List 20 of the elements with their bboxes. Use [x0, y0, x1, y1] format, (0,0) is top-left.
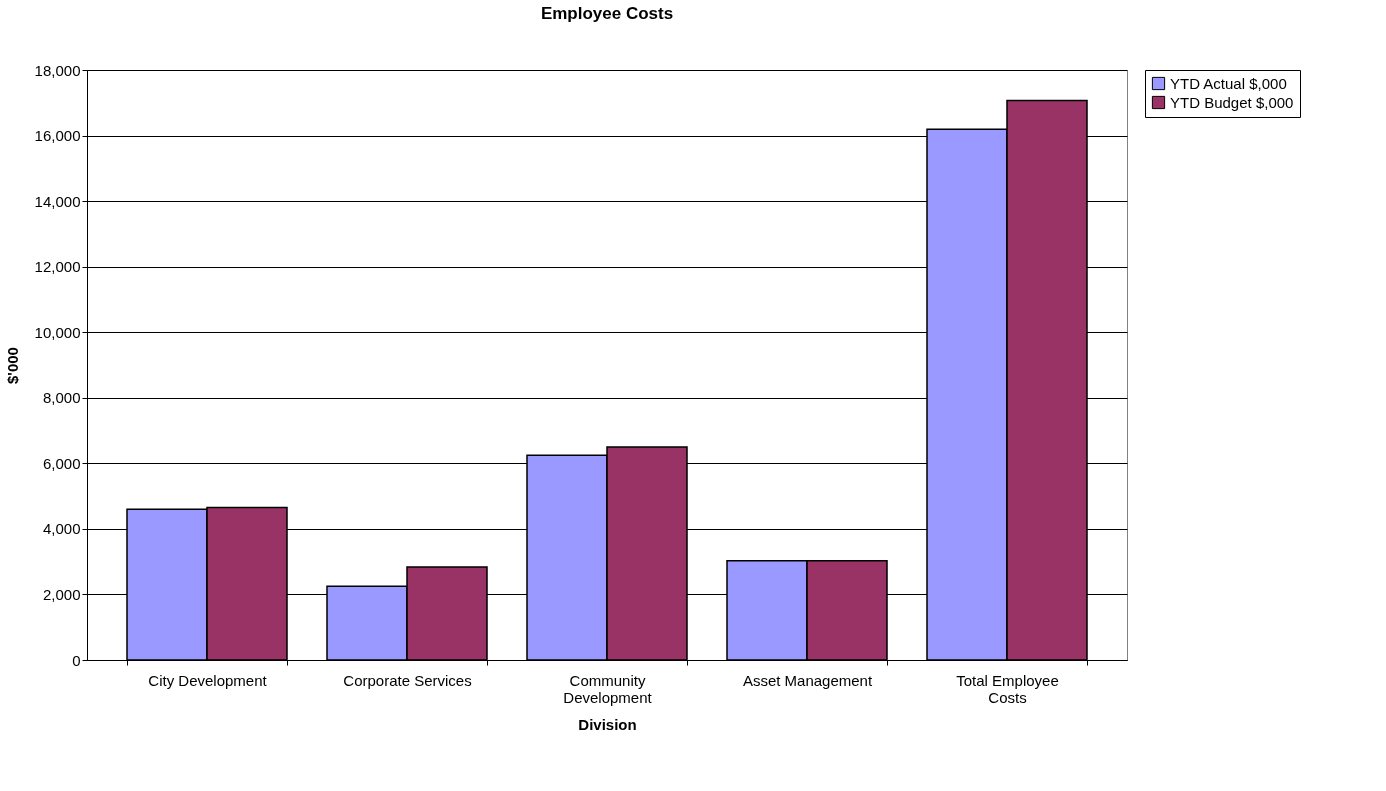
y-tick-label: 4,000 — [42, 520, 81, 538]
legend-label: YTD Actual $,000 — [1170, 74, 1287, 92]
y-axis-title: $'000 — [3, 347, 21, 384]
y-tick-label: 2,000 — [42, 585, 81, 603]
x-tick-label: Asset Management — [742, 671, 873, 689]
y-tick-label: 8,000 — [42, 389, 81, 407]
y-tick-label: 18,000 — [34, 61, 81, 79]
y-tick-label: 12,000 — [34, 258, 81, 276]
x-tick-label: Total Employee Costs — [956, 671, 1059, 706]
y-tick-label: 10,000 — [34, 323, 81, 341]
x-tick-label: Community Development — [563, 671, 653, 706]
chart-title: Employee Costs — [540, 4, 674, 23]
y-tick-label: 14,000 — [34, 192, 81, 210]
x-tick-label: City Development — [148, 671, 268, 689]
legend-label: YTD Budget $,000 — [1170, 93, 1294, 111]
y-tick-label: 6,000 — [42, 454, 81, 472]
x-tick-label: Corporate Services — [343, 671, 472, 689]
y-tick-label: 16,000 — [34, 127, 81, 145]
y-tick-label: 0 — [72, 651, 81, 669]
x-axis-title: Division — [578, 715, 637, 733]
